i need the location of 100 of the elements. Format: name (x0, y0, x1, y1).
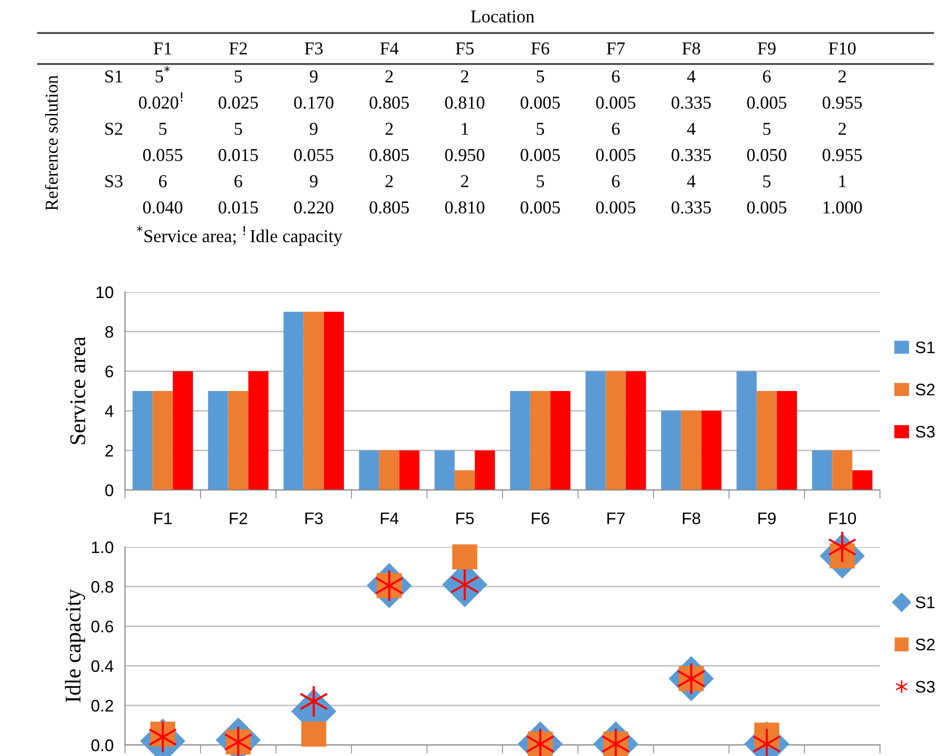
data-label: 5 (536, 175, 544, 188)
data-label: 0.005 (520, 148, 560, 162)
data-label: 0.020$^{!}$ (138, 92, 182, 109)
y-tick-label: 0.4 (91, 660, 114, 672)
bar (152, 391, 173, 490)
text: S2 (105, 122, 122, 135)
category-label: F3 (304, 42, 323, 55)
y-axis-title: Idle capacity (64, 589, 86, 702)
legend-label: S1 (916, 596, 935, 608)
bar (284, 312, 304, 490)
data-label: 0.025 (218, 96, 258, 109)
category-label: F2 (229, 42, 247, 54)
bar (510, 391, 530, 490)
bar (208, 391, 228, 490)
data-label: 0.810 (445, 201, 484, 214)
text: $^{*}$Service area; $^{!}$Idle capacity (136, 226, 342, 246)
bar (852, 470, 872, 490)
bar (812, 450, 832, 490)
data-label: 0.810 (445, 96, 484, 109)
data-label: 2 (838, 70, 846, 82)
bar (626, 371, 646, 490)
data-label: 0.040 (143, 201, 182, 214)
data-label: 9 (310, 70, 318, 83)
data-label: 5 (536, 70, 544, 83)
bar (379, 450, 400, 490)
data-label: 2 (461, 175, 468, 188)
bar (304, 312, 324, 490)
text: S3 (105, 175, 123, 188)
category-label: F9 (758, 42, 776, 55)
data-label: 1.000 (824, 201, 862, 214)
legend-label: S2 (916, 384, 935, 396)
data-label: 2 (386, 175, 393, 188)
data-label: 6 (159, 175, 167, 188)
data-label: 6 (612, 175, 620, 188)
bar (474, 450, 495, 490)
data-label: 0.955 (822, 96, 862, 109)
data-label: 2 (386, 70, 393, 82)
y-tick-label: 0.8 (91, 581, 114, 593)
bar (248, 371, 268, 490)
bar (454, 470, 475, 490)
y-tick-label: 0.2 (91, 700, 114, 712)
y-tick-label: 4 (105, 405, 114, 417)
data-label: 0.005 (596, 201, 636, 214)
data-label: 6 (763, 70, 771, 83)
y-axis-title: Service area (70, 336, 86, 444)
category-label: F5 (456, 42, 474, 55)
bar (736, 371, 757, 490)
point (299, 685, 328, 718)
data-label: 5 (763, 122, 771, 135)
text: Location (470, 10, 534, 23)
legend-label: S3 (916, 426, 935, 438)
data-label: 5 (234, 70, 242, 83)
data-label: 2 (386, 122, 393, 135)
x-tick-label: F8 (682, 512, 700, 524)
point (452, 544, 478, 570)
data-label: 0.005 (520, 96, 560, 109)
x-tick-label: F7 (607, 512, 625, 524)
bar (228, 391, 248, 490)
data-label: 0.055 (143, 148, 182, 162)
data-label: 1 (462, 122, 468, 135)
data-label: 2 (461, 70, 468, 82)
category-label: F8 (682, 42, 700, 55)
data-label: 5$^{*}$ (156, 66, 170, 82)
data-label: 0.050 (747, 148, 786, 162)
data-label: 1 (839, 175, 846, 188)
bar (324, 312, 344, 490)
bar (832, 450, 852, 490)
y-tick-label: 1.0 (92, 541, 114, 554)
data-label: 0.335 (672, 148, 711, 162)
data-label: 0.005 (520, 201, 560, 214)
data-label: 0.015 (218, 201, 258, 214)
y-tick-label: 10 (96, 286, 114, 298)
x-tick-label: F3 (305, 512, 323, 524)
bar (172, 371, 193, 490)
bar (586, 371, 606, 490)
data-label: 4 (687, 70, 696, 82)
data-label: 0.005 (596, 148, 636, 162)
category-label: F1 (154, 42, 172, 54)
legend-label: S2 (916, 638, 935, 650)
y-tick-label: 2 (105, 444, 114, 456)
data-label: 0.005 (596, 96, 636, 109)
data-label: 0.170 (294, 96, 334, 109)
data-label: 6 (234, 175, 242, 188)
bar (434, 450, 455, 490)
data-label: 0.805 (370, 96, 409, 109)
bar (776, 391, 797, 490)
bar (132, 391, 153, 490)
data-label: 5 (763, 175, 771, 188)
y-tick-label: 0 (105, 484, 114, 496)
y-tick-label: 0.0 (91, 739, 114, 752)
data-label: 2 (838, 122, 846, 135)
x-tick-label: F2 (230, 512, 248, 524)
x-tick-label: F9 (758, 512, 776, 524)
bar (756, 391, 777, 490)
data-label: 6 (612, 122, 620, 135)
data-label: 0.950 (445, 148, 484, 162)
bar (550, 391, 570, 490)
data-label: 5 (234, 122, 242, 135)
y-tick-label: 0.6 (91, 620, 114, 632)
data-label: 0.015 (218, 148, 258, 162)
